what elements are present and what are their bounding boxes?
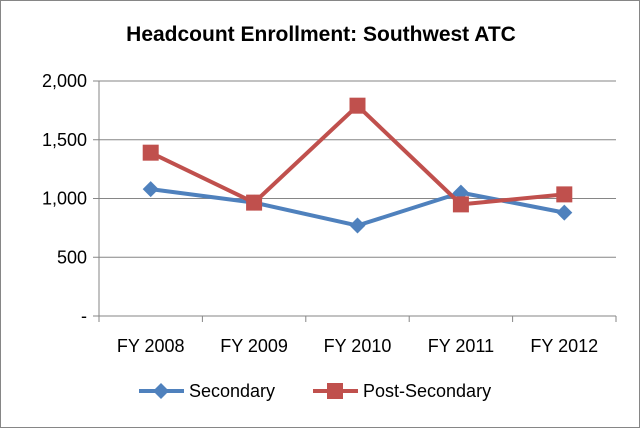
y-tick-label: -: [81, 306, 87, 326]
data-point-post-secondary: [142, 144, 159, 161]
y-tick-label: 1,000: [42, 189, 87, 209]
x-tick-label: FY 2012: [530, 336, 598, 356]
y-tick-label: 500: [57, 247, 87, 267]
data-point-post-secondary: [452, 196, 469, 213]
chart-title: Headcount Enrollment: Southwest ATC: [126, 23, 516, 46]
data-point-secondary: [142, 181, 159, 198]
data-point-secondary: [349, 217, 366, 234]
data-point-post-secondary: [556, 186, 573, 203]
data-point-secondary: [556, 204, 573, 221]
y-tick-label: 1,500: [42, 130, 87, 150]
x-tick-label: FY 2010: [324, 336, 392, 356]
data-point-post-secondary: [349, 97, 366, 114]
series-line-post-secondary: [149, 103, 565, 207]
data-point-post-secondary: [246, 194, 263, 211]
legend-marker: [153, 383, 169, 399]
legend-marker: [327, 383, 343, 399]
legend-label: Secondary: [189, 381, 275, 401]
x-tick-label: FY 2009: [220, 336, 288, 356]
x-tick-label: FY 2011: [428, 336, 494, 356]
legend-label: Post-Secondary: [363, 381, 491, 401]
y-tick-label: 2,000: [42, 71, 87, 91]
x-tick-label: FY 2008: [117, 336, 185, 356]
